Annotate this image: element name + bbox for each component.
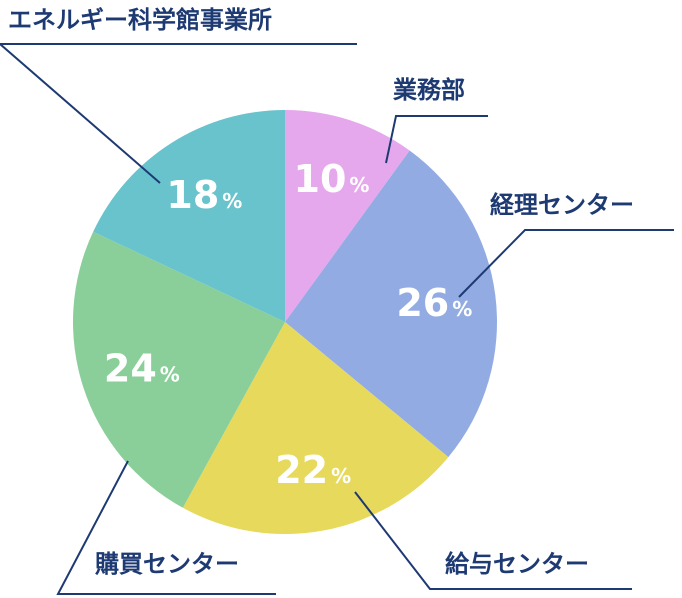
slice-category-label: 購買センター <box>95 550 239 578</box>
pie-slice-4 <box>73 231 286 508</box>
pie-slice-3 <box>182 322 449 534</box>
slice-category-label: 給与センター <box>445 550 589 578</box>
slice-percent-label: 24% <box>104 347 180 391</box>
pie-slice-1 <box>285 110 410 322</box>
slice-category-label: 経理センター <box>490 191 634 219</box>
slice-percent-label: 22% <box>275 448 351 492</box>
callout-leader-line <box>354 491 632 590</box>
callout-leader-line <box>458 229 674 298</box>
callout-leader-line <box>56 460 276 595</box>
pie-slice-2 <box>285 150 498 458</box>
callout-leader-line <box>385 115 488 164</box>
slice-percent-label: 18% <box>166 173 242 217</box>
callout-leaders <box>0 43 674 595</box>
slice-category-label: エネルギー科学館事業所 <box>8 6 272 34</box>
slice-percent-labels: 10 % 26 % 22 % 24 % 18% <box>104 157 472 492</box>
slice-category-label: 業務部 <box>393 76 465 104</box>
pie-slice-5 <box>93 110 285 322</box>
pie-slices <box>73 110 498 534</box>
slice-percent-label: 10% <box>294 157 370 201</box>
slice-percent-label: 26% <box>396 281 472 325</box>
callout-leader-line <box>0 43 357 184</box>
